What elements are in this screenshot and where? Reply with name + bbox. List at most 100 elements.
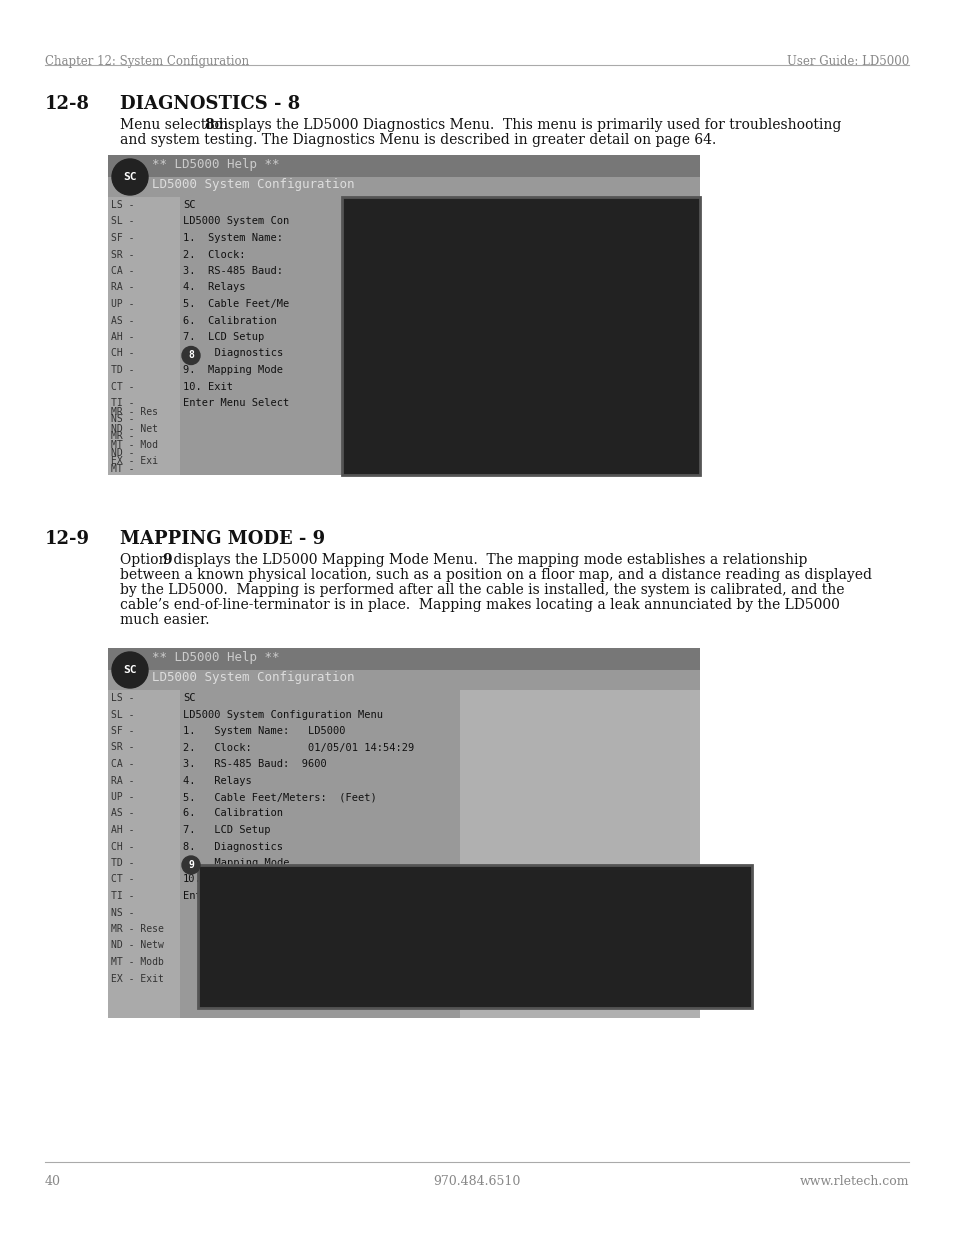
Text: LD5000 Mapping Mode Menu: LD5000 Mapping Mode Menu	[206, 892, 368, 902]
Text: RA -: RA -	[111, 776, 134, 785]
Text: 2.  Dip Switch Readings: 2. Dip Switch Readings	[348, 259, 497, 270]
Text: 5.  Cable Feet/Me: 5. Cable Feet/Me	[183, 299, 289, 309]
Text: DIAGNOSTICS - 8: DIAGNOSTICS - 8	[120, 95, 300, 112]
Text: AS -: AS -	[111, 809, 134, 819]
FancyBboxPatch shape	[108, 177, 700, 198]
Text: Chapter 12: System Configuration: Chapter 12: System Configuration	[45, 56, 249, 68]
Circle shape	[112, 652, 148, 688]
Text: AH -: AH -	[111, 825, 134, 835]
Circle shape	[112, 159, 148, 195]
Text: 6.  Calibration: 6. Calibration	[183, 315, 276, 326]
Text: AS -: AS -	[111, 315, 134, 326]
Text: LS -: LS -	[111, 693, 134, 703]
Text: EX - Exit: EX - Exit	[111, 973, 164, 983]
Text: User Guide: LD5000: User Guide: LD5000	[786, 56, 908, 68]
Text: cable’s end-of-line-terminator is in place.  Mapping makes locating a leak annun: cable’s end-of-line-terminator is in pla…	[120, 598, 839, 613]
Text: CT -: CT -	[111, 874, 134, 884]
FancyBboxPatch shape	[108, 156, 700, 475]
Text: TD -: TD -	[111, 858, 134, 868]
Text: 9: 9	[162, 553, 172, 567]
Text: displays the LD5000 Mapping Mode Menu.  The mapping mode establishes a relations: displays the LD5000 Mapping Mode Menu. T…	[170, 553, 807, 567]
FancyBboxPatch shape	[108, 671, 700, 690]
Text: Option: Option	[120, 553, 172, 567]
Text: 3.  Force 4 to 20mA Output: 3. Force 4 to 20mA Output	[348, 279, 517, 289]
Text: 1.  Display Mapping Results: 1. Display Mapping Results	[206, 914, 388, 924]
Text: MT -: MT -	[111, 464, 134, 474]
Text: 10. Exit: 10. Exit	[183, 382, 233, 391]
Circle shape	[182, 856, 200, 874]
Text: Enter Menu Selection >: Enter Menu Selection >	[348, 453, 491, 463]
Text: EX - Exi: EX - Exi	[111, 457, 158, 467]
Text: LD5000 System Con: LD5000 System Con	[183, 216, 289, 226]
Text: LD5000 Diagnostics Menu: LD5000 Diagnostics Menu	[348, 221, 497, 231]
Text: 7.  LCD Setup: 7. LCD Setup	[183, 332, 264, 342]
Text: ND -: ND -	[111, 447, 134, 457]
Text: MR - Rese: MR - Rese	[111, 924, 164, 934]
Text: Enter Menu Selection >8: Enter Menu Selection >8	[348, 203, 497, 212]
FancyBboxPatch shape	[108, 648, 700, 1018]
Text: CH -: CH -	[111, 841, 134, 851]
Text: 5.  Cable Relay Off: 5. Cable Relay Off	[348, 317, 471, 327]
Text: LD5000 System Configuration: LD5000 System Configuration	[152, 178, 355, 191]
FancyBboxPatch shape	[341, 198, 700, 475]
Text: SC: SC	[183, 693, 195, 703]
Text: 2.  Clock:: 2. Clock:	[183, 249, 245, 259]
Text: 8: 8	[188, 351, 193, 361]
Text: and system testing. The Diagnostics Menu is described in greater detail on page : and system testing. The Diagnostics Menu…	[120, 133, 716, 147]
Text: ND - Net: ND - Net	[111, 424, 158, 433]
Text: CA -: CA -	[111, 266, 134, 275]
Text: AH -: AH -	[111, 332, 134, 342]
Text: MAPPING MODE - 9: MAPPING MODE - 9	[120, 530, 325, 548]
Text: 5.   Cable Feet/Meters:  (Feet): 5. Cable Feet/Meters: (Feet)	[183, 792, 376, 802]
FancyBboxPatch shape	[108, 198, 180, 475]
Text: CT -: CT -	[111, 382, 134, 391]
Text: 40: 40	[45, 1174, 61, 1188]
Text: 11. Exit: 11. Exit	[348, 433, 399, 443]
Text: Enter Menu Selection >: Enter Menu Selection >	[206, 981, 355, 990]
Text: 3.  Exit: 3. Exit	[206, 958, 260, 968]
Text: ** LD5000 Help **: ** LD5000 Help **	[152, 651, 279, 664]
Text: 8.   Diagnostics: 8. Diagnostics	[183, 841, 283, 851]
Text: Ent: Ent	[183, 890, 201, 902]
Text: MT - Modb: MT - Modb	[111, 957, 164, 967]
Text: CH -: CH -	[111, 348, 134, 358]
Text: Menu selection: Menu selection	[120, 119, 233, 132]
Text: LS -: LS -	[111, 200, 134, 210]
FancyBboxPatch shape	[180, 690, 459, 1018]
Text: UP -: UP -	[111, 792, 134, 802]
Text: LD5000 System Configuration Menu: LD5000 System Configuration Menu	[183, 709, 382, 720]
Text: Diagnostics: Diagnostics	[202, 348, 283, 358]
Text: 10.: 10.	[183, 874, 201, 884]
Text: SL -: SL -	[111, 216, 134, 226]
Text: www.rletech.com: www.rletech.com	[799, 1174, 908, 1188]
FancyBboxPatch shape	[108, 156, 700, 177]
Text: NS -: NS -	[111, 415, 134, 425]
Text: 12-8: 12-8	[45, 95, 90, 112]
Text: 9.  Mapping Mode: 9. Mapping Mode	[183, 366, 283, 375]
Text: CA -: CA -	[111, 760, 134, 769]
Text: ND - Netw: ND - Netw	[111, 941, 164, 951]
Text: displays the LD5000 Diagnostics Menu.  This menu is primarily used for troublesh: displays the LD5000 Diagnostics Menu. Th…	[210, 119, 841, 132]
Text: 1.   System Name:   LD5000: 1. System Name: LD5000	[183, 726, 345, 736]
FancyBboxPatch shape	[108, 690, 180, 1018]
Text: 8.  Output Fault Relay (K2) On: 8. Output Fault Relay (K2) On	[348, 375, 542, 385]
Text: 2.   Clock:         01/05/01 14:54:29: 2. Clock: 01/05/01 14:54:29	[183, 742, 414, 752]
Text: 4.  Cable Relay On: 4. Cable Relay On	[348, 299, 464, 309]
Text: UP -: UP -	[111, 299, 134, 309]
Text: 3.   RS-485 Baud:  9600: 3. RS-485 Baud: 9600	[183, 760, 327, 769]
Text: LD5000 System Configuration: LD5000 System Configuration	[152, 671, 355, 684]
Text: NS -: NS -	[111, 908, 134, 918]
Text: TI -: TI -	[111, 890, 134, 902]
Text: TI -: TI -	[111, 398, 134, 408]
Text: 2.  Begin Mapping: 2. Begin Mapping	[206, 936, 320, 946]
Text: 4.  Relays: 4. Relays	[183, 283, 245, 293]
FancyBboxPatch shape	[198, 864, 751, 1008]
Text: RA -: RA -	[111, 283, 134, 293]
Text: SL -: SL -	[111, 709, 134, 720]
Text: SF -: SF -	[111, 233, 134, 243]
Text: 3.  RS-485 Baud:: 3. RS-485 Baud:	[183, 266, 283, 275]
Text: Mapping Mode: Mapping Mode	[202, 858, 289, 868]
Text: Enter Menu Select: Enter Menu Select	[183, 398, 289, 408]
FancyBboxPatch shape	[180, 198, 341, 475]
Text: 1.  Cable Readings: 1. Cable Readings	[348, 241, 464, 251]
